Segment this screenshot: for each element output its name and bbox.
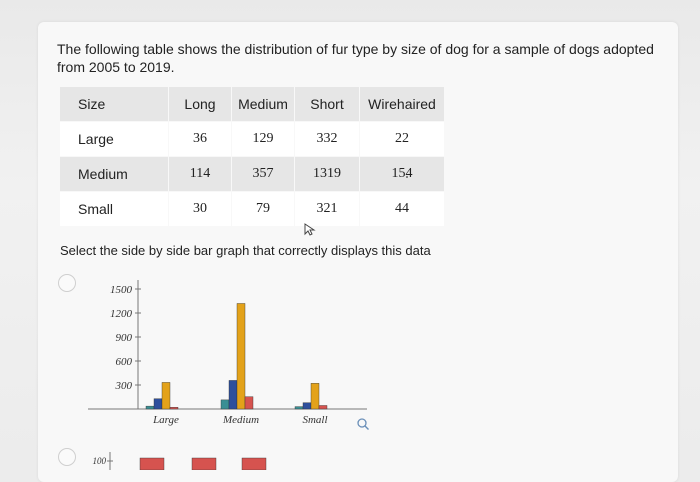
bar	[220, 399, 230, 410]
table-cell: 44	[359, 191, 445, 227]
bar	[169, 407, 179, 410]
y-tick-label: 600	[116, 356, 133, 368]
table-header-row: Size Long Medium Short Wirehaired	[59, 86, 445, 122]
option-radio-a[interactable]	[58, 274, 76, 292]
next-bar	[191, 457, 217, 470]
option-radio-b[interactable]	[58, 448, 76, 466]
bar	[318, 405, 328, 410]
table-cell: 22	[359, 121, 445, 157]
question-text: The following table shows the distributi…	[57, 41, 654, 75]
table-header-cell: Long	[168, 86, 232, 122]
category-label: Large	[152, 414, 179, 426]
y-tick-label: 1200	[110, 308, 133, 320]
table-header-cell: Short	[294, 86, 360, 122]
y-tick-label: 1500	[110, 284, 133, 296]
bar-chart-option-a: 300 600 900 1200 1500 Large Medium Small	[88, 280, 367, 426]
table-cell: 321	[294, 191, 360, 227]
next-y-tick-label: 100	[93, 456, 107, 466]
bar	[153, 398, 163, 410]
bar	[294, 406, 304, 410]
table-cell: 79	[231, 191, 295, 227]
table-cell: 357	[231, 156, 295, 192]
y-tick-label: 300	[115, 380, 133, 392]
category-label: Medium	[222, 414, 259, 426]
instruction-text: Select the side by side bar graph that c…	[60, 243, 431, 258]
bar	[228, 380, 238, 410]
table-header-cell: Size	[59, 86, 169, 122]
bar	[161, 382, 171, 410]
table-cell: 114	[168, 156, 232, 192]
bar	[302, 402, 312, 410]
y-axis: 300 600 900 1200 1500	[88, 280, 367, 410]
table-cell: 30	[168, 191, 232, 227]
table-cell: 154	[359, 156, 445, 192]
bar	[236, 303, 246, 410]
zoom-search-icon[interactable]	[356, 417, 370, 431]
stray-dot	[406, 176, 408, 178]
table-header-cell: Medium	[231, 86, 295, 122]
bar-chart-option-b-preview: 100	[93, 452, 267, 470]
mouse-pointer-icon	[304, 223, 316, 236]
category-label: Small	[302, 414, 327, 426]
bar	[310, 383, 320, 410]
table-row: Large 36 129 332 22	[59, 121, 445, 157]
table-cell: Large	[59, 121, 169, 157]
table-cell: 332	[294, 121, 360, 157]
table-cell: Small	[59, 191, 169, 227]
table-cell: 129	[231, 121, 295, 157]
bars-group	[145, 303, 328, 410]
next-bar	[139, 457, 165, 470]
table-header-cell: Wirehaired	[359, 86, 445, 122]
table-cell: 1319	[294, 156, 360, 192]
table-row: Medium 114 357 1319 154	[59, 156, 445, 192]
table-cell: 36	[168, 121, 232, 157]
table-row: Small 30 79 321 44	[59, 191, 445, 227]
next-bar	[241, 457, 267, 470]
bar	[244, 396, 254, 410]
y-tick-label: 900	[116, 332, 133, 344]
table-cell: Medium	[59, 156, 169, 192]
category-labels: Large Medium Small	[152, 414, 327, 426]
next-y-axis: 100	[93, 452, 267, 470]
bar	[145, 405, 155, 410]
distribution-table: Size Long Medium Short Wirehaired Large …	[59, 86, 445, 227]
